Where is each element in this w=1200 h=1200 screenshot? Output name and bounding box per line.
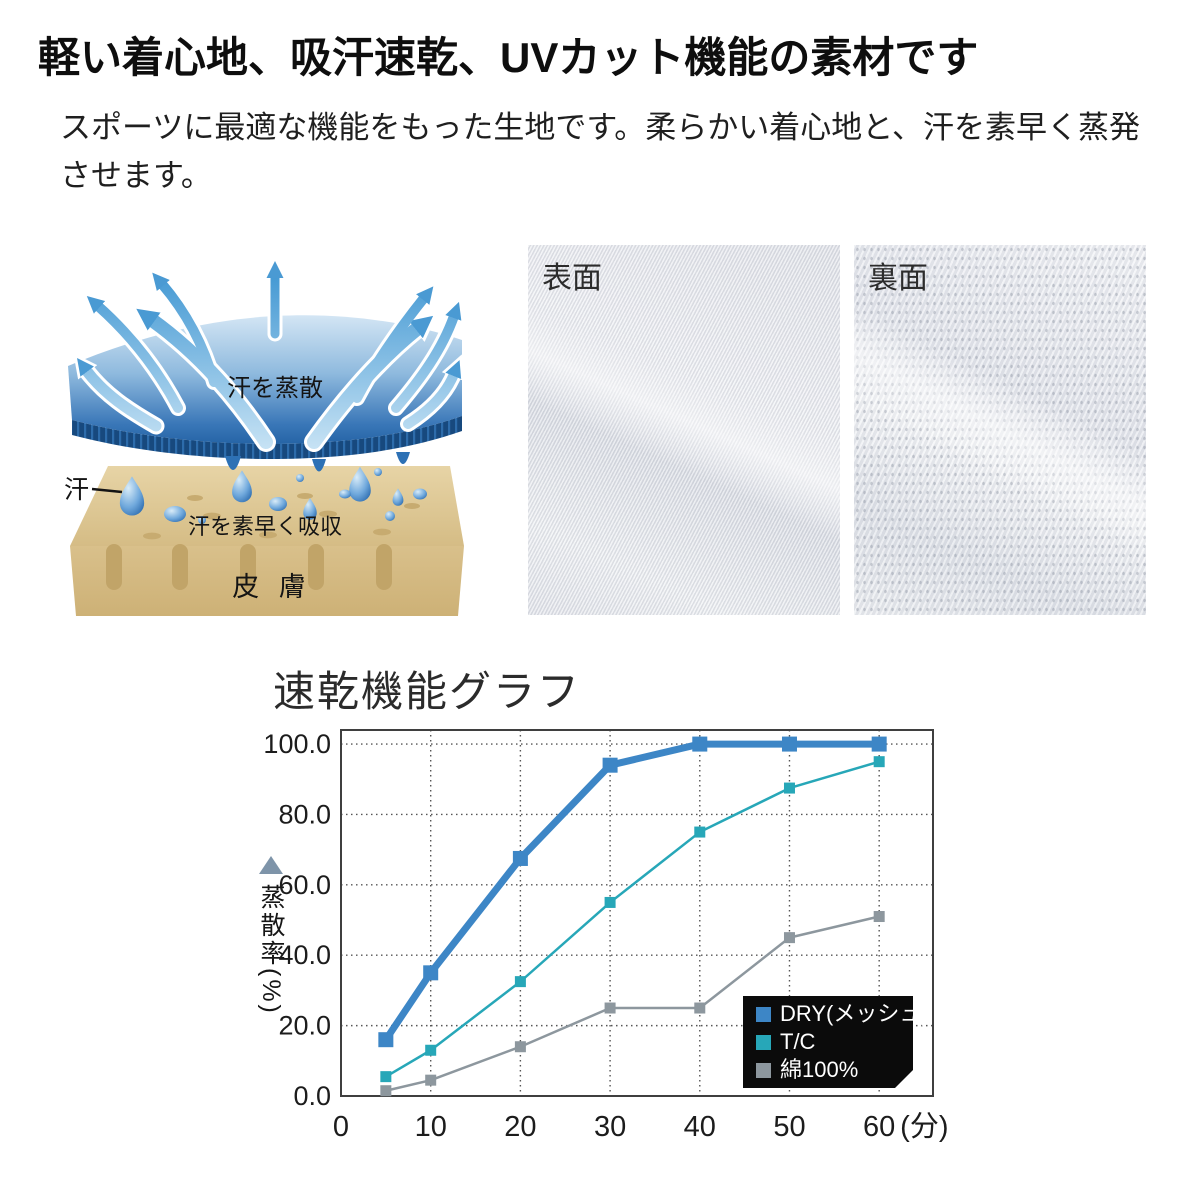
legend-swatch (756, 1007, 771, 1022)
series-marker (783, 782, 795, 794)
chart-y-axis-label: 蒸散率(%) (253, 856, 289, 1016)
series-marker (604, 896, 616, 908)
skin-label: 皮 膚 (232, 572, 312, 602)
evaporation-arrows (73, 254, 465, 452)
series-marker (694, 826, 706, 838)
svg-text:60.0: 60.0 (278, 870, 331, 900)
legend-label: T/C (780, 1029, 816, 1054)
legend-swatch (756, 1035, 771, 1050)
series-marker (378, 1032, 394, 1048)
series-marker (423, 965, 439, 981)
series-marker (425, 1074, 437, 1086)
svg-text:80.0: 80.0 (278, 799, 331, 829)
series-marker (694, 1002, 706, 1014)
series-marker (781, 736, 797, 752)
series-marker (380, 1071, 392, 1083)
quick-dry-chart-svg: 0.0 20.0 40.0 60.0 80.0 100.0 0 10 20 30 40 50 60 (分)… (263, 729, 949, 1143)
quick-dry-chart-section: 速乾機能グラフ 蒸散率(%) 0.0 20.0 40.0 60.0 80.0 100.0 0… (245, 658, 955, 1200)
svg-text:40.0: 40.0 (278, 940, 331, 970)
chart-y-axis-label-text: 蒸散率(%) (257, 884, 285, 1016)
absorb-label: 汗を素早く吸収 (188, 514, 342, 539)
svg-text:10: 10 (415, 1111, 447, 1143)
series-marker (514, 1041, 526, 1053)
up-triangle-icon (259, 856, 283, 874)
sweat-pointer-line (91, 487, 123, 494)
svg-text:50: 50 (773, 1111, 805, 1143)
svg-text:0.0: 0.0 (293, 1081, 331, 1111)
legend-label: DRY(メッシュ) (780, 1001, 929, 1026)
legend-swatch (756, 1063, 771, 1078)
svg-text:30: 30 (594, 1111, 626, 1143)
series-marker (512, 850, 528, 866)
svg-text:20.0: 20.0 (278, 1011, 331, 1041)
chart-series (378, 736, 887, 1097)
x-axis-tick-labels: 0 10 20 30 40 50 60 (分) (333, 1111, 949, 1143)
series-marker (873, 911, 885, 923)
series-marker (514, 976, 526, 988)
svg-text:(分): (分) (900, 1111, 948, 1143)
series-marker (783, 932, 795, 944)
series-marker (380, 1085, 392, 1097)
skin-pores (143, 493, 420, 540)
series-line (382, 740, 883, 1044)
page-title: 軽い着心地、吸汗速乾、UVカット機能の素材です (38, 34, 979, 81)
diagram-labels: 汗を蒸散 汗 汗を素早く吸収 皮 膚 (64, 375, 342, 602)
series-marker (604, 1002, 616, 1014)
chart-plot-border (340, 729, 934, 1097)
series-marker (602, 757, 618, 773)
chart-legend: DRY(メッシュ) T/C 綿100% (743, 996, 929, 1088)
fabric-photo-front-label: 表面 (542, 262, 602, 295)
page-description: スポーツに最適な機能をもった生地です。柔らかい着心地と、汗を素早く蒸発させます。 (60, 110, 1141, 194)
fabric-photo-back: 裏面 (854, 245, 1146, 615)
fabric-photo-back-label: 裏面 (868, 262, 928, 295)
series-marker (425, 1044, 437, 1056)
chart-grid (341, 730, 933, 1096)
sweat-evaporation-diagram: 汗を蒸散 汗 汗を素早く吸収 皮 膚 (60, 248, 470, 620)
sweat-evaporation-diagram-svg: 汗を蒸散 汗 汗を素早く吸収 皮 膚 (64, 254, 465, 616)
series-marker (692, 736, 708, 752)
chart-title: 速乾機能グラフ (273, 668, 582, 715)
legend-label: 綿100% (780, 1057, 858, 1082)
evaporate-label: 汗を蒸散 (227, 375, 323, 402)
svg-text:100.0: 100.0 (263, 729, 331, 759)
svg-text:20: 20 (504, 1111, 536, 1143)
svg-text:60: 60 (863, 1111, 895, 1143)
y-axis-tick-labels: 0.0 20.0 40.0 60.0 80.0 100.0 (263, 729, 331, 1111)
sweat-droplets (119, 466, 427, 524)
sweat-label: 汗 (64, 476, 89, 504)
svg-text:0: 0 (333, 1111, 349, 1143)
fabric-photo-front: 表面 (528, 245, 840, 615)
svg-text:40: 40 (684, 1111, 716, 1143)
series-marker (871, 736, 887, 752)
fabric-layer (68, 315, 462, 472)
series-marker (873, 756, 885, 768)
